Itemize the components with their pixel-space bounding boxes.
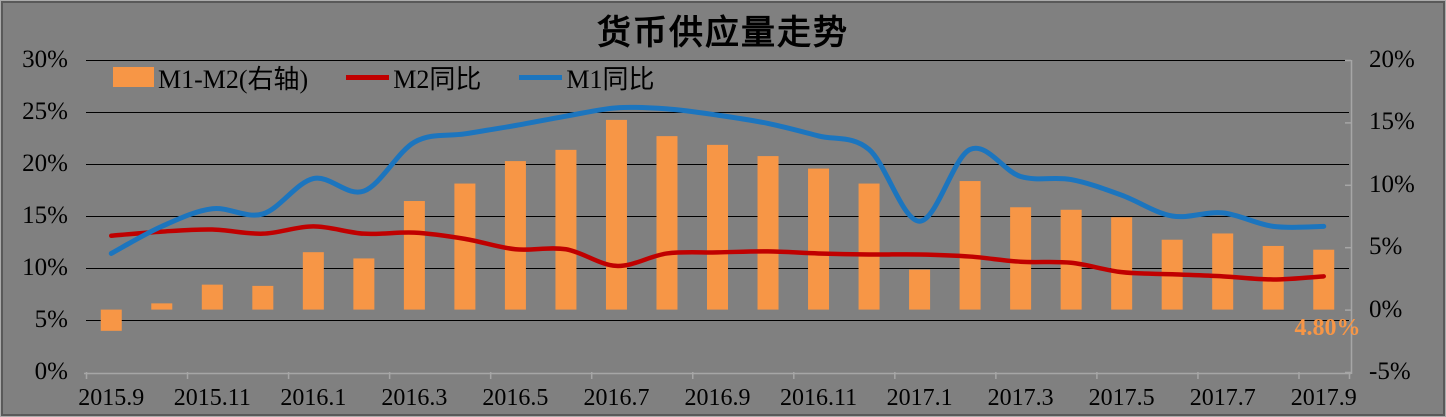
bar [555, 149, 577, 310]
m2-line [109, 224, 1326, 282]
bar [252, 285, 274, 310]
x-axis-tick-label: 2017.7 [1189, 385, 1256, 411]
y-axis-right-tick-label: 5% [1369, 233, 1403, 261]
legend-label: M1同比 [566, 64, 655, 94]
m1-line [108, 104, 1327, 256]
bar [100, 309, 122, 331]
bar-data-label: 4.80% [1294, 315, 1361, 341]
bar [909, 269, 931, 310]
x-axis-tick-label: 2016.3 [381, 385, 448, 411]
bar [454, 183, 476, 310]
legend-label: M2同比 [393, 64, 482, 94]
y-axis-right-tick-label: -5% [1369, 358, 1411, 385]
line-swatch-icon [519, 74, 563, 80]
y-axis-left-tick-label: 15% [22, 202, 68, 229]
x-axis-tick-label: 2016.5 [482, 385, 549, 411]
x-axis-tick-label: 2015.11 [173, 385, 251, 411]
bar [707, 144, 728, 310]
bar [605, 119, 627, 310]
y-axis-left-tick-label: 10% [22, 254, 68, 281]
bar [1313, 249, 1335, 310]
y-axis-left-tick-label: 25% [22, 98, 68, 125]
bar [302, 252, 324, 310]
legend-item-m1-m2: M1-M2(右轴) [113, 59, 308, 96]
y-axis-right-tick-label: 20% [1369, 46, 1415, 73]
chart-title: 货币供应量走势 [597, 15, 849, 52]
y-axis-right-tick-label: 10% [1369, 170, 1415, 198]
x-axis-tick-label: 2017.5 [1088, 385, 1155, 411]
bar [1060, 209, 1082, 310]
bar [757, 156, 779, 310]
x-axis-tick-label: 2017.3 [987, 385, 1054, 411]
y-axis-left-tick-label: 0% [34, 358, 68, 385]
bar [959, 181, 981, 310]
bar [858, 183, 880, 310]
bar-swatch-icon [113, 67, 154, 87]
bar [656, 136, 678, 310]
x-axis-tick-label: 2016.11 [779, 385, 858, 411]
y-axis-left-tick-label: 20% [22, 150, 68, 177]
legend: M1-M2(右轴) M2同比 M1同比 [113, 59, 654, 96]
legend-item-m1: M1同比 [519, 59, 654, 96]
x-axis-tick-label: 2016.7 [583, 385, 650, 411]
x-axis-tick-label: 2017.1 [886, 385, 953, 411]
bar [504, 161, 526, 310]
x-axis-tick-label: 2017.9 [1290, 385, 1357, 411]
bar [151, 303, 173, 310]
y-axis-right-tick-label: 15% [1369, 108, 1415, 136]
y-axis-right-tick-label: 0% [1369, 295, 1403, 323]
x-axis-tick-label: 2015.9 [78, 385, 145, 411]
bar [808, 168, 830, 310]
bar [1111, 217, 1133, 310]
bar [201, 284, 223, 310]
bar [1212, 233, 1234, 310]
y-axis-left-tick-label: 30% [22, 46, 68, 73]
line-swatch-icon [346, 74, 390, 80]
legend-item-m2: M2同比 [346, 59, 481, 96]
bar [403, 201, 425, 310]
legend-label: M1-M2(右轴) [158, 64, 309, 94]
x-axis-tick-label: 2016.9 [684, 385, 751, 411]
bar [353, 258, 375, 310]
y-axis-left-tick-label: 5% [34, 306, 68, 333]
bar [1010, 207, 1032, 310]
x-axis-tick-label: 2016.1 [280, 385, 347, 411]
